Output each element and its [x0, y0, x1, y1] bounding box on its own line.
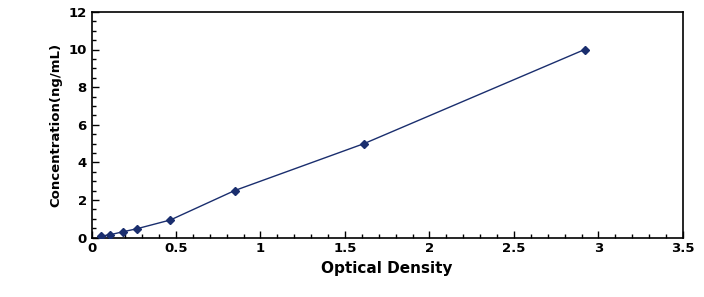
X-axis label: Optical Density: Optical Density — [322, 261, 453, 276]
Y-axis label: Concentration(ng/mL): Concentration(ng/mL) — [50, 43, 63, 207]
